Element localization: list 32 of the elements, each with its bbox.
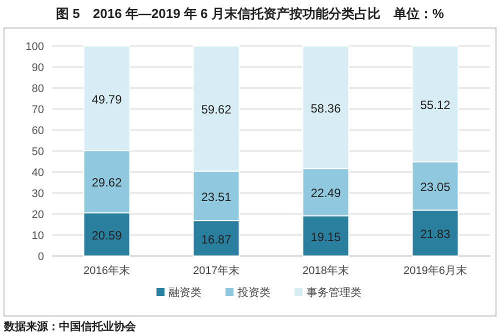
data-label: 23.05 — [420, 180, 451, 194]
data-label: 59.62 — [201, 102, 232, 117]
data-label: 23.51 — [201, 190, 232, 204]
y-tick-label: 0 — [38, 251, 44, 263]
x-tick-label: 2017年末 — [193, 264, 240, 277]
y-tick-label: 60 — [32, 125, 44, 137]
data-label: 58.36 — [310, 101, 342, 116]
y-tick-label: 10 — [32, 230, 44, 242]
x-tick-label: 2016年末 — [84, 264, 130, 277]
y-tick-label: 40 — [32, 167, 44, 179]
y-tick-label: 100 — [26, 41, 44, 53]
chart-title: 图 5 2016 年—2019 年 6 月末信托资产按功能分类占比 单位：% — [56, 6, 444, 21]
data-label: 55.12 — [420, 98, 451, 112]
data-label: 22.49 — [310, 186, 342, 200]
data-label: 20.59 — [92, 228, 122, 242]
data-label: 21.83 — [420, 227, 451, 242]
y-tick-label: 70 — [32, 104, 44, 116]
legend-label: 投资类 — [236, 286, 270, 299]
data-label: 29.62 — [92, 176, 122, 190]
legend-label: 事务管理类 — [306, 286, 362, 299]
x-tick-label: 2019年6月末 — [403, 264, 468, 277]
data-label: 16.87 — [201, 232, 232, 246]
x-tick-label: 2018年末 — [302, 264, 349, 277]
y-tick-label: 90 — [32, 62, 44, 74]
data-label: 49.79 — [92, 92, 122, 106]
data-label: 19.15 — [310, 230, 342, 244]
y-tick-label: 50 — [32, 146, 44, 158]
y-tick-label: 20 — [32, 209, 44, 221]
source-note: 数据来源：中国信托业协会 — [3, 320, 137, 333]
y-tick-label: 30 — [32, 188, 44, 200]
legend-label: 融资类 — [168, 286, 202, 299]
y-tick-label: 80 — [32, 83, 44, 95]
